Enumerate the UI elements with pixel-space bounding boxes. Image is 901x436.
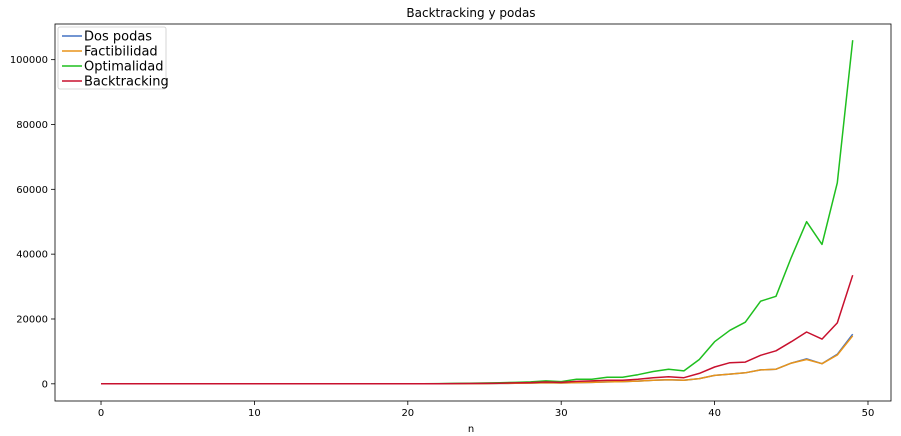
y-axis: 0 20000 40000 60000 80000 100000 xyxy=(10,55,55,390)
series-line-backtracking xyxy=(101,274,854,385)
legend-box xyxy=(57,26,167,90)
y-tick-label: 40000 xyxy=(16,250,48,261)
x-axis: 0 10 20 30 40 50 xyxy=(98,401,875,419)
x-tick-label: 50 xyxy=(862,408,875,419)
y-tick-label: 100000 xyxy=(10,55,48,66)
legend-label-dos-podas: Dos podas xyxy=(84,30,152,45)
x-tick-label: 10 xyxy=(248,408,261,419)
x-tick-label: 0 xyxy=(98,408,104,419)
series-layer xyxy=(101,40,854,385)
legend-label-optimalidad: Optimalidad xyxy=(84,60,164,75)
series-line-dos-podas xyxy=(101,333,854,385)
chart-title: Backtracking y podas xyxy=(406,6,535,20)
series-line-factibilidad xyxy=(101,335,854,385)
x-tick-label: 20 xyxy=(401,408,414,419)
y-tick-label: 60000 xyxy=(16,185,48,196)
y-tick-label: 20000 xyxy=(16,314,48,325)
legend: Dos podasFactibilidadOptimalidadBacktrac… xyxy=(57,26,169,90)
legend-label-factibilidad: Factibilidad xyxy=(84,45,158,60)
x-axis-label: n xyxy=(468,424,474,435)
y-tick-label: 80000 xyxy=(16,120,48,131)
plot-area xyxy=(54,23,892,402)
series-line-optimalidad xyxy=(101,40,854,385)
x-tick-label: 30 xyxy=(555,408,568,419)
x-tick-label: 40 xyxy=(708,408,721,419)
legend-label-backtracking: Backtracking xyxy=(84,75,169,90)
y-tick-label: 0 xyxy=(42,379,48,390)
